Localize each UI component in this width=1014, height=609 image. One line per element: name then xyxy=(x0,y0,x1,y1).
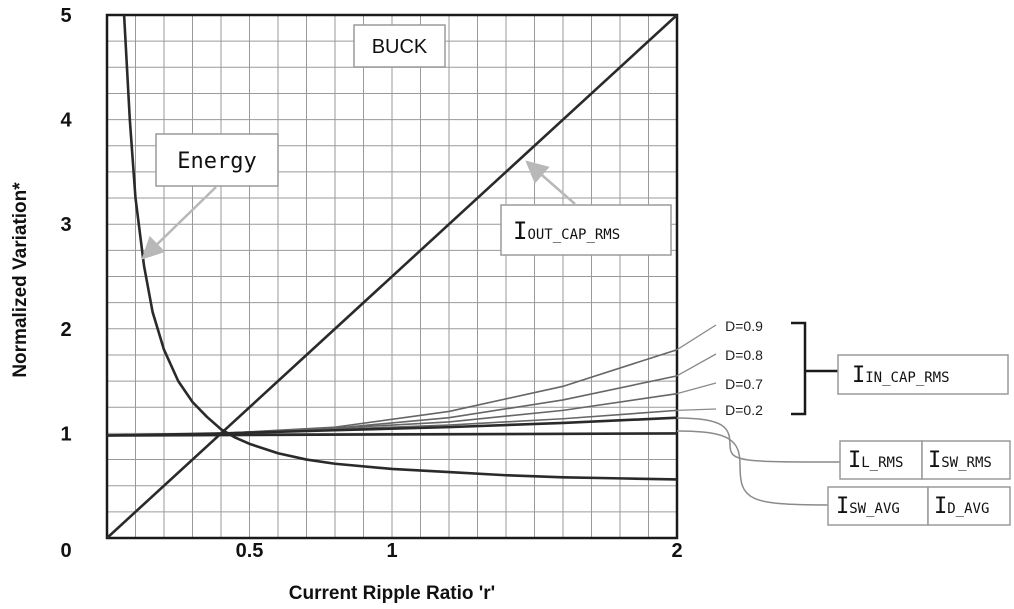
series-energy xyxy=(122,14,678,481)
x-axis-label: Current Ripple Ratio 'r' xyxy=(289,583,495,604)
curves xyxy=(106,14,678,539)
svg-text:Energy: Energy xyxy=(177,149,256,174)
isw-rms-label: ISW_RMS xyxy=(921,440,1011,480)
y-tick-label: 5 xyxy=(60,5,71,27)
d-leader-line xyxy=(676,353,717,377)
svg-text:D=0.2: D=0.2 xyxy=(725,402,763,418)
d-label-07: D=0.7 xyxy=(725,376,763,392)
d-leader-line xyxy=(676,408,717,412)
svg-text:D=0.7: D=0.7 xyxy=(725,376,763,392)
series-il-rms xyxy=(106,416,678,437)
energy-arrow xyxy=(141,186,217,260)
isw-avg-leader xyxy=(676,430,829,506)
isw-avg-label: ISW_AVG xyxy=(827,486,929,526)
series-isw-avg xyxy=(106,432,678,437)
origin-tick-label: 0 xyxy=(60,540,71,562)
svg-text:D=0.8: D=0.8 xyxy=(725,347,763,363)
y-tick-label: 4 xyxy=(60,110,72,132)
svg-text:ISW_AVG: ISW_AVG xyxy=(836,494,900,519)
x-tick-label: 1 xyxy=(386,540,397,562)
svg-text:IOUT_CAP_RMS: IOUT_CAP_RMS xyxy=(513,217,620,245)
svg-text:IIN_CAP_RMS: IIN_CAP_RMS xyxy=(852,363,950,388)
energy-label: Energy xyxy=(155,133,279,187)
svg-text:ISW_RMS: ISW_RMS xyxy=(928,448,992,473)
d-leaders xyxy=(676,324,717,412)
id-avg-label: ID_AVG xyxy=(927,486,1011,526)
ticks: 0.5 1 2 1 2 3 4 5 xyxy=(60,5,682,562)
d-label-09: D=0.9 xyxy=(725,318,763,334)
svg-text:ID_AVG: ID_AVG xyxy=(934,494,989,519)
svg-text:IL_RMS: IL_RMS xyxy=(848,448,903,473)
y-axis-label: Normalized Variation* xyxy=(10,182,31,378)
d-label-08: D=0.8 xyxy=(725,347,763,363)
svg-text:BUCK: BUCK xyxy=(372,36,428,58)
iin-cap-rms-label: IIN_CAP_RMS xyxy=(837,354,1009,395)
d-label-02: D=0.2 xyxy=(725,402,763,418)
il-leader xyxy=(676,417,841,463)
y-tick-label: 3 xyxy=(60,214,71,236)
chart-title: BUCK xyxy=(353,24,446,68)
y-tick-label: 2 xyxy=(60,319,71,341)
d-leader-line xyxy=(676,382,717,395)
iout-arrow xyxy=(525,160,576,205)
series-iout-cap-rms xyxy=(106,14,678,539)
grid xyxy=(107,15,677,538)
y-tick-label: 1 xyxy=(60,423,71,445)
d-bracket xyxy=(791,321,838,416)
x-tick-label: 0.5 xyxy=(236,540,264,562)
il-rms-label: IL_RMS xyxy=(839,440,923,480)
svg-text:D=0.9: D=0.9 xyxy=(725,318,763,334)
d-leader-line xyxy=(676,324,717,351)
plot-frame xyxy=(105,13,679,540)
x-tick-label: 2 xyxy=(671,540,682,562)
iout-cap-rms-label: IOUT_CAP_RMS xyxy=(500,204,672,256)
